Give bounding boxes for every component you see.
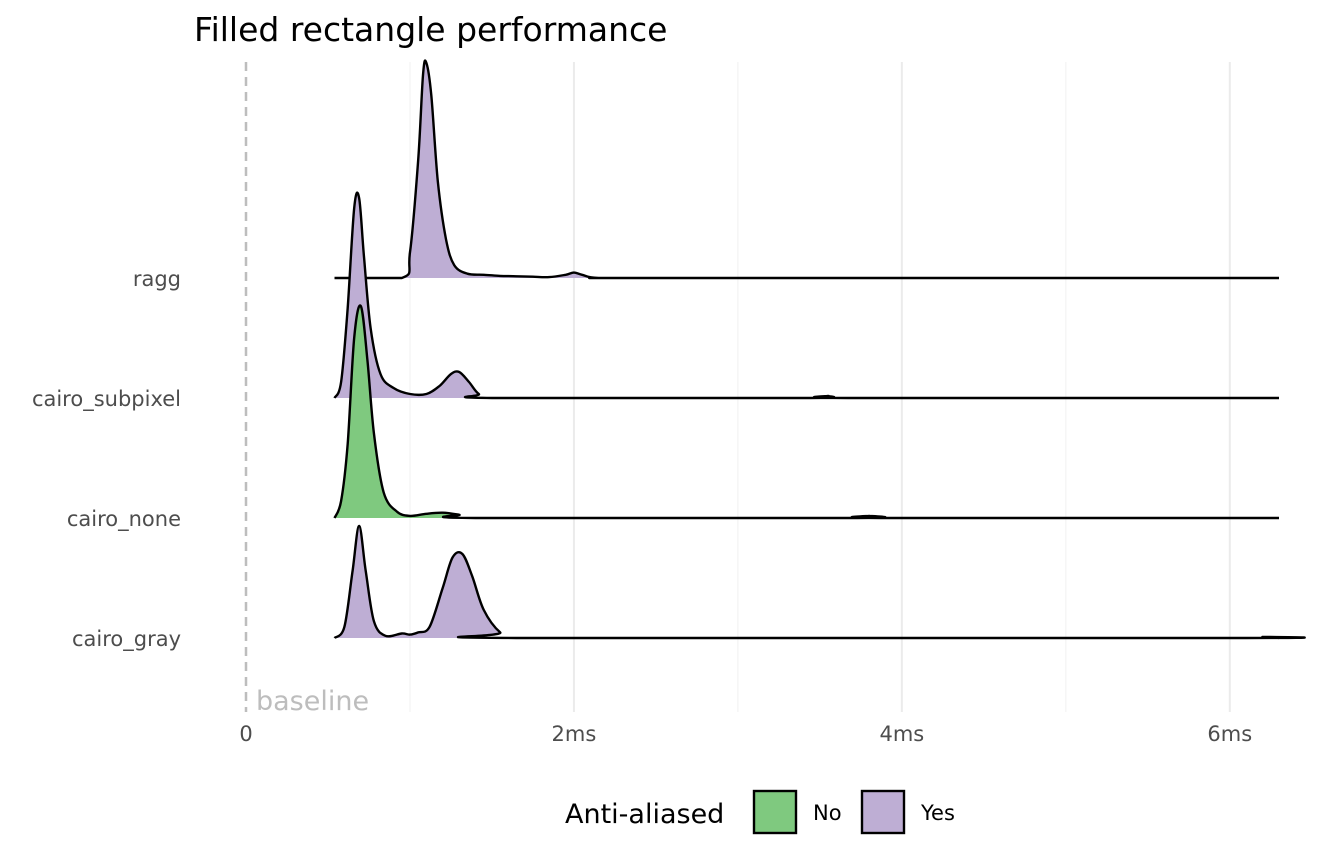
baseline-label: baseline [256, 686, 369, 717]
y-tick-label: cairo_subpixel [32, 387, 181, 412]
legend-title: Anti-aliased [565, 799, 724, 830]
ridge-outline-cairo_none [333, 304, 1279, 520]
ridge-fill-cairo_none [334, 305, 1279, 518]
baseline-reference: baseline [244, 62, 369, 717]
chart-title: Filled rectangle performance [194, 10, 667, 49]
x-tick-label: 4ms [879, 722, 924, 746]
x-tick-label: 6ms [1207, 722, 1252, 746]
legend-key-yes [860, 789, 906, 835]
ridge-cairo_gray [333, 524, 1306, 640]
y-tick-label: ragg [133, 267, 181, 291]
ridge-fill-cairo_gray [334, 526, 1305, 638]
legend-key-no [752, 789, 798, 835]
x-tick-label: 2ms [552, 722, 597, 746]
ridges [333, 59, 1306, 640]
ridge-cairo_subpixel [333, 191, 1279, 400]
ridge-ragg [334, 59, 1279, 280]
legend-label-no: No [813, 801, 842, 825]
y-tick-label: cairo_none [67, 507, 181, 532]
x-axis-ticks: 0 2ms 4ms 6ms [239, 722, 1252, 746]
legend: Anti-aliased No Yes [565, 789, 955, 835]
ridge-outline-ragg [334, 59, 1279, 280]
ridge-fill-cairo_subpixel [334, 192, 1279, 398]
y-axis-ticks: ragg cairo_subpixel cairo_none cairo_gray [32, 267, 181, 652]
x-tick-label: 0 [239, 722, 252, 746]
ridge-cairo_none [333, 304, 1279, 520]
ridge-outline-cairo_subpixel [333, 191, 1279, 400]
grid [409, 62, 1231, 712]
y-tick-label: cairo_gray [72, 627, 181, 652]
ridge-outline-cairo_gray [333, 524, 1306, 640]
legend-label-yes: Yes [920, 801, 955, 825]
ridge-fill-ragg [334, 60, 1279, 278]
